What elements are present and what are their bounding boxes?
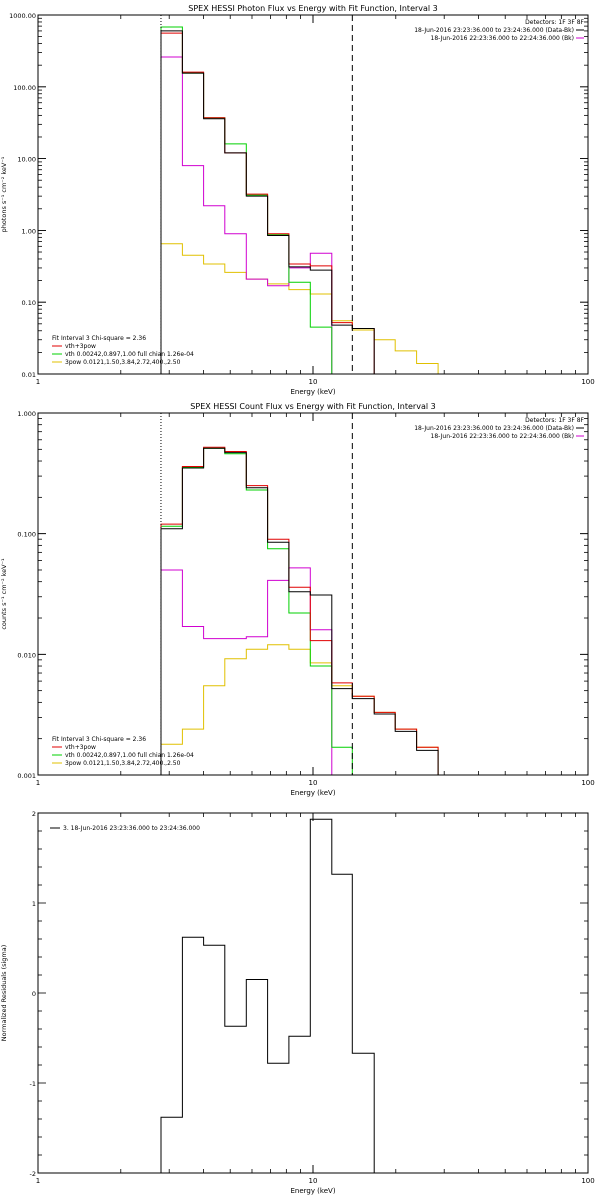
- detectors-label: Detectors: 1F 3F 8F: [525, 19, 584, 26]
- chart-panel-1: 1 10 100 0.01 0.10 1.00 10.00 100.00 1000.00 SPEX…: [0, 4, 595, 396]
- series-vth-line: [160, 26, 353, 374]
- y-tick-label: 10.00: [17, 156, 36, 164]
- chart-panel-2: 1 10 100 0.001 0.010 0.100 1.000 SPEX HESSI Cou…: [0, 402, 595, 797]
- y-tick-label: -1: [30, 1080, 36, 1088]
- fit-legend-bpow: 3pow 0.0121,1.50,3.84,2.72,400.,2.50: [65, 359, 181, 366]
- x-axis-label: Energy (keV): [290, 1187, 335, 1195]
- series-total-line: [160, 446, 439, 775]
- fit-legend-bpow: 3pow 0.0121,1.50,3.84,2.72,400.,2.50: [65, 760, 181, 767]
- y-tick-label: 0.01: [22, 371, 36, 379]
- x-tick-label: 10: [309, 779, 318, 787]
- y-tick-label: 1000.00: [9, 12, 36, 20]
- fit-legend-total: vth+3pow: [65, 744, 96, 751]
- y-tick-label: -2: [30, 1170, 36, 1178]
- series-data-line: [160, 818, 375, 1173]
- y-tick-label: 1: [32, 900, 36, 908]
- x-tick-label: 100: [581, 779, 594, 787]
- series-bpow-line: [160, 644, 439, 775]
- series-data-line: [160, 30, 375, 374]
- series-vth-line: [160, 447, 353, 775]
- x-axis-label: Energy (keV): [290, 789, 335, 797]
- y-tick-label: 0: [32, 990, 36, 998]
- time-interval-bk: 18-Jun-2016 22:23:36.000 to 22:24:36.000…: [431, 35, 574, 42]
- chart-title: SPEX HESSI Count Flux vs Energy with Fit…: [190, 402, 435, 411]
- x-tick-label: 1: [36, 1177, 40, 1185]
- y-tick-label: 0.001: [17, 772, 36, 780]
- plot-frame: [37, 14, 589, 375]
- time-interval-data: 18-Jun-2016 23:23:36.000 to 23:24:36.000…: [414, 27, 574, 34]
- y-tick-label: 2: [32, 810, 36, 818]
- residuals-legend: 3. 18-Jun-2016 23:23:36.000 to 23:24:36.…: [63, 825, 200, 832]
- plot-frame: [37, 812, 589, 1174]
- y-tick-label: 0.010: [17, 651, 36, 659]
- plot-area: [160, 15, 439, 374]
- fit-legend-vth: vth 0.00242,0.897,1.00 full chian 1.26e-…: [65, 351, 194, 358]
- chart-title: SPEX HESSI Photon Flux vs Energy with Fi…: [188, 4, 438, 13]
- plot-frame: [37, 412, 589, 776]
- series-bpow-line: [160, 243, 439, 374]
- x-tick-label: 1: [36, 378, 40, 386]
- x-tick-label: 10: [309, 1177, 318, 1185]
- x-axis-label: Energy (keV): [290, 388, 335, 396]
- x-tick-label: 100: [581, 1177, 594, 1185]
- detectors-label: Detectors: 1F 3F 8F: [525, 417, 584, 424]
- chart-panel-3: 1 10 100 -2 -1 0 1 2 Energy (keV) Normalized Resi…: [0, 810, 595, 1195]
- y-tick-label: 100.00: [13, 84, 36, 92]
- y-tick-label: 1.000: [17, 410, 36, 418]
- x-tick-label: 100: [581, 378, 594, 386]
- y-axis-label: counts s⁻¹ cm⁻² keV⁻¹: [0, 558, 8, 630]
- fit-legend-total: vth+3pow: [65, 343, 96, 350]
- series-data-line: [160, 447, 439, 775]
- y-axis-label: Normalized Residuals (sigma): [0, 945, 8, 1042]
- x-tick-label: 1: [36, 779, 40, 787]
- plot-area: [160, 818, 375, 1173]
- series-bk-line: [160, 567, 333, 775]
- fit-legend-header: Fit Interval 3 Chi-square = 2.36: [52, 335, 146, 342]
- y-tick-label: 0.10: [22, 299, 36, 307]
- y-tick-label: 1.00: [22, 227, 36, 235]
- y-tick-label: 0.100: [17, 531, 36, 539]
- time-interval-data: 18-Jun-2016 23:23:36.000 to 23:24:36.000…: [414, 425, 574, 432]
- plot-area: [160, 413, 439, 775]
- x-tick-label: 10: [309, 378, 318, 386]
- time-interval-bk: 18-Jun-2016 22:23:36.000 to 22:24:36.000…: [431, 433, 574, 440]
- y-axis-label: photons s⁻¹ cm⁻² keV⁻¹: [0, 156, 8, 232]
- fit-legend-header: Fit Interval 3 Chi-square = 2.36: [52, 736, 146, 743]
- fit-legend-vth: vth 0.00242,0.897,1.00 full chian 1.26e-…: [65, 752, 194, 759]
- series-bk-line: [160, 56, 333, 374]
